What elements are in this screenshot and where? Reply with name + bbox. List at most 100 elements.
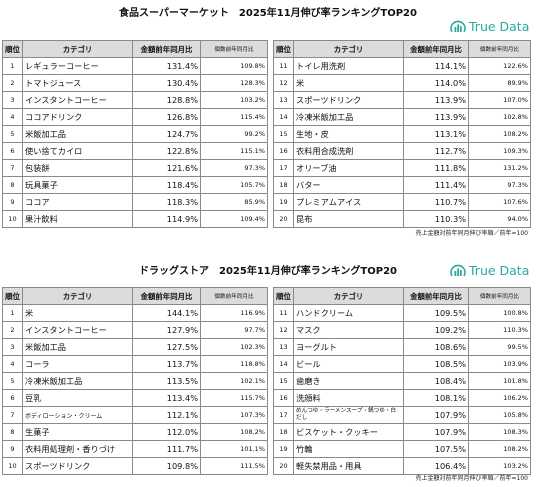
category-cell: ハンドクリーム <box>293 304 404 322</box>
category-cell: ココアドリンク <box>22 108 133 126</box>
count-cell: 103.2% <box>468 457 531 475</box>
rank-cell: 7 <box>2 159 23 177</box>
category-cell: 軽失禁用品・用具 <box>293 457 404 475</box>
amount-cell: 121.6% <box>132 159 201 177</box>
table-row: 14 ビール 108.5% 103.9% <box>273 355 531 373</box>
header-rank: 順位 <box>273 287 294 305</box>
table-row: 11 トイレ用洗剤 114.1% 122.6% <box>273 57 531 75</box>
category-cell: マスク <box>293 321 404 339</box>
amount-cell: 127.9% <box>132 321 201 339</box>
category-cell: 米飯加工品 <box>22 338 133 356</box>
count-cell: 109.4% <box>200 210 268 228</box>
rank-cell: 13 <box>273 338 294 356</box>
count-cell: 109.8% <box>200 57 268 75</box>
header-rank: 順位 <box>2 287 23 305</box>
category-cell: 米 <box>22 304 133 322</box>
amount-cell: 126.8% <box>132 108 201 126</box>
amount-cell: 106.4% <box>403 457 469 475</box>
category-cell: レギュラーコーヒー <box>22 57 133 75</box>
header-count: 個数前年同月比 <box>200 40 268 58</box>
category-cell: 昆布 <box>293 210 404 228</box>
count-cell: 85.9% <box>200 193 268 211</box>
table-row: 1 米 144.1% 116.9% <box>2 304 268 322</box>
category-cell: めんつゆ・ラーメンスープ・鍋つゆ・白だし <box>293 406 404 424</box>
category-cell: コーラ <box>22 355 133 373</box>
count-cell: 89.9% <box>468 74 531 92</box>
true-data-logo-icon <box>450 20 466 33</box>
rank-cell: 20 <box>273 457 294 475</box>
header-rank: 順位 <box>273 40 294 58</box>
true-data-logo-icon <box>450 264 466 277</box>
category-cell: 冷凍米飯加工品 <box>293 108 404 126</box>
count-cell: 108.3% <box>468 423 531 441</box>
count-cell: 115.1% <box>200 142 268 160</box>
header-category: カテゴリ <box>293 287 404 305</box>
count-cell: 116.9% <box>200 304 268 322</box>
rank-cell: 6 <box>2 389 23 407</box>
drugstore-logo: True Data <box>450 262 529 278</box>
header-count: 個数前年同月比 <box>468 40 531 58</box>
table-row: 17 オリーブ油 111.8% 131.2% <box>273 159 531 177</box>
category-cell: スポーツドリンク <box>22 457 133 475</box>
count-cell: 97.7% <box>200 321 268 339</box>
amount-cell: 111.7% <box>132 440 201 458</box>
table-row: 17 めんつゆ・ラーメンスープ・鍋つゆ・白だし 107.9% 105.8% <box>273 406 531 424</box>
rank-cell: 20 <box>273 210 294 228</box>
header-rank: 順位 <box>2 40 23 58</box>
table-row: 11 ハンドクリーム 109.5% 100.8% <box>273 304 531 322</box>
table-row: 7 包装餅 121.6% 97.3% <box>2 159 268 177</box>
category-cell: プレミアムアイス <box>293 193 404 211</box>
amount-cell: 112.1% <box>132 406 201 424</box>
rank-cell: 17 <box>273 159 294 177</box>
rank-cell: 12 <box>273 321 294 339</box>
rank-cell: 14 <box>273 355 294 373</box>
category-cell: スポーツドリンク <box>293 91 404 109</box>
drugstore-note: 売上金額対前年同月伸び率順／前年=100 <box>415 475 528 482</box>
count-cell: 102.8% <box>468 108 531 126</box>
amount-cell: 128.8% <box>132 91 201 109</box>
amount-cell: 118.4% <box>132 176 201 194</box>
amount-cell: 107.9% <box>403 423 469 441</box>
table-row: 16 衣料用合成洗剤 112.7% 109.3% <box>273 142 531 160</box>
rank-cell: 9 <box>2 440 23 458</box>
count-cell: 102.1% <box>200 372 268 390</box>
amount-cell: 108.5% <box>403 355 469 373</box>
category-cell: ヨーグルト <box>293 338 404 356</box>
amount-cell: 112.7% <box>403 142 469 160</box>
table-row: 7 ボディローション・クリーム 112.1% 107.3% <box>2 406 268 424</box>
amount-cell: 112.0% <box>132 423 201 441</box>
rank-cell: 7 <box>2 406 23 424</box>
amount-cell: 114.1% <box>403 57 469 75</box>
supermarket-table-left: 順位 カテゴリ 金額前年同月比 個数前年同月比 1 レギュラーコーヒー 131.4%… <box>2 40 268 228</box>
count-cell: 103.9% <box>468 355 531 373</box>
amount-cell: 107.5% <box>403 440 469 458</box>
amount-cell: 110.3% <box>403 210 469 228</box>
rank-cell: 15 <box>273 372 294 390</box>
supermarket-title: 食品スーパーマーケット 2025年11月伸び率ランキングTOP20 <box>119 8 417 19</box>
count-cell: 94.0% <box>468 210 531 228</box>
rank-cell: 5 <box>2 125 23 143</box>
count-cell: 102.3% <box>200 338 268 356</box>
amount-cell: 114.0% <box>403 74 469 92</box>
amount-cell: 109.8% <box>132 457 201 475</box>
amount-cell: 107.9% <box>403 406 469 424</box>
category-cell: オリーブ油 <box>293 159 404 177</box>
table-row: 18 バター 111.4% 97.3% <box>273 176 531 194</box>
table-row: 3 米飯加工品 127.5% 102.3% <box>2 338 268 356</box>
category-cell: バター <box>293 176 404 194</box>
amount-cell: 109.2% <box>403 321 469 339</box>
supermarket-note: 売上金額対前年同月伸び率順／前年=100 <box>415 230 528 237</box>
count-cell: 97.3% <box>468 176 531 194</box>
count-cell: 115.7% <box>200 389 268 407</box>
category-cell: トイレ用洗剤 <box>293 57 404 75</box>
drugstore-table-left: 順位 カテゴリ 金額前年同月比 個数前年同月比 1 米 144.1% 116.9% 2 イ… <box>2 287 268 475</box>
rank-cell: 19 <box>273 193 294 211</box>
category-cell: 洗顔料 <box>293 389 404 407</box>
rank-cell: 12 <box>273 74 294 92</box>
table-row: 5 冷凍米飯加工品 113.5% 102.1% <box>2 372 268 390</box>
amount-cell: 108.1% <box>403 389 469 407</box>
amount-cell: 110.7% <box>403 193 469 211</box>
amount-cell: 113.4% <box>132 389 201 407</box>
rank-cell: 8 <box>2 176 23 194</box>
rank-cell: 5 <box>2 372 23 390</box>
